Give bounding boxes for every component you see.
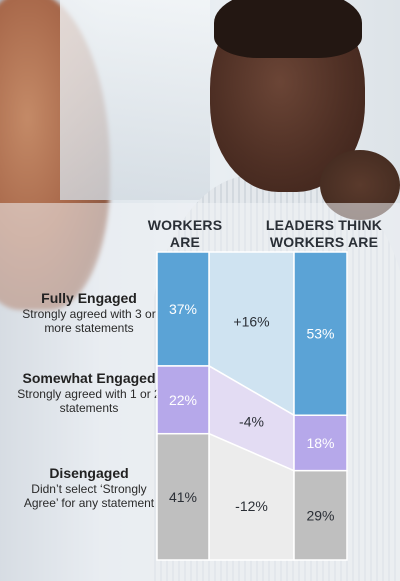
row-description: Strongly agreed with 3 or more statement… [22,307,156,335]
row-description: Strongly agreed with 1 or 2 statements [17,387,161,415]
value-label-workers-somewhat-engaged: 22% [169,392,197,408]
row-name: Disengaged [49,465,129,481]
value-label-workers-fully-engaged: 37% [169,301,197,317]
bar-leaders-somewhat-engaged [293,414,348,472]
window-light [60,0,210,200]
row-description: Didn’t select ‘Strongly Agree’ for any s… [23,482,155,510]
bar-workers-somewhat-engaged [156,365,210,435]
column-header-workers: WORKERS ARE [147,217,223,250]
row-label-fully-engaged: Fully Engaged Strongly agreed with 3 or … [14,290,164,335]
row-label-disengaged: Disengaged Didn’t select ‘Strongly Agree… [14,465,164,510]
row-label-somewhat-engaged: Somewhat Engaged Strongly agreed with 1 … [14,370,164,415]
bar-leaders-disengaged [293,469,348,561]
value-label-leaders-somewhat-engaged: 18% [306,435,334,451]
man-hair [214,0,362,58]
row-name: Somewhat Engaged [22,370,156,386]
difference-label-fully-engaged: +16% [233,313,269,329]
difference-label-disengaged: -12% [235,498,268,514]
bar-leaders-fully-engaged [293,251,348,416]
value-label-leaders-fully-engaged: 53% [306,326,334,342]
column-header-leaders: LEADERS THINK WORKERS ARE [265,217,383,250]
value-label-workers-disengaged: 41% [169,489,197,505]
difference-label-somewhat-engaged: -4% [239,413,264,429]
bar-workers-disengaged [156,432,210,561]
value-label-leaders-disengaged: 29% [306,507,334,523]
row-name: Fully Engaged [41,290,137,306]
